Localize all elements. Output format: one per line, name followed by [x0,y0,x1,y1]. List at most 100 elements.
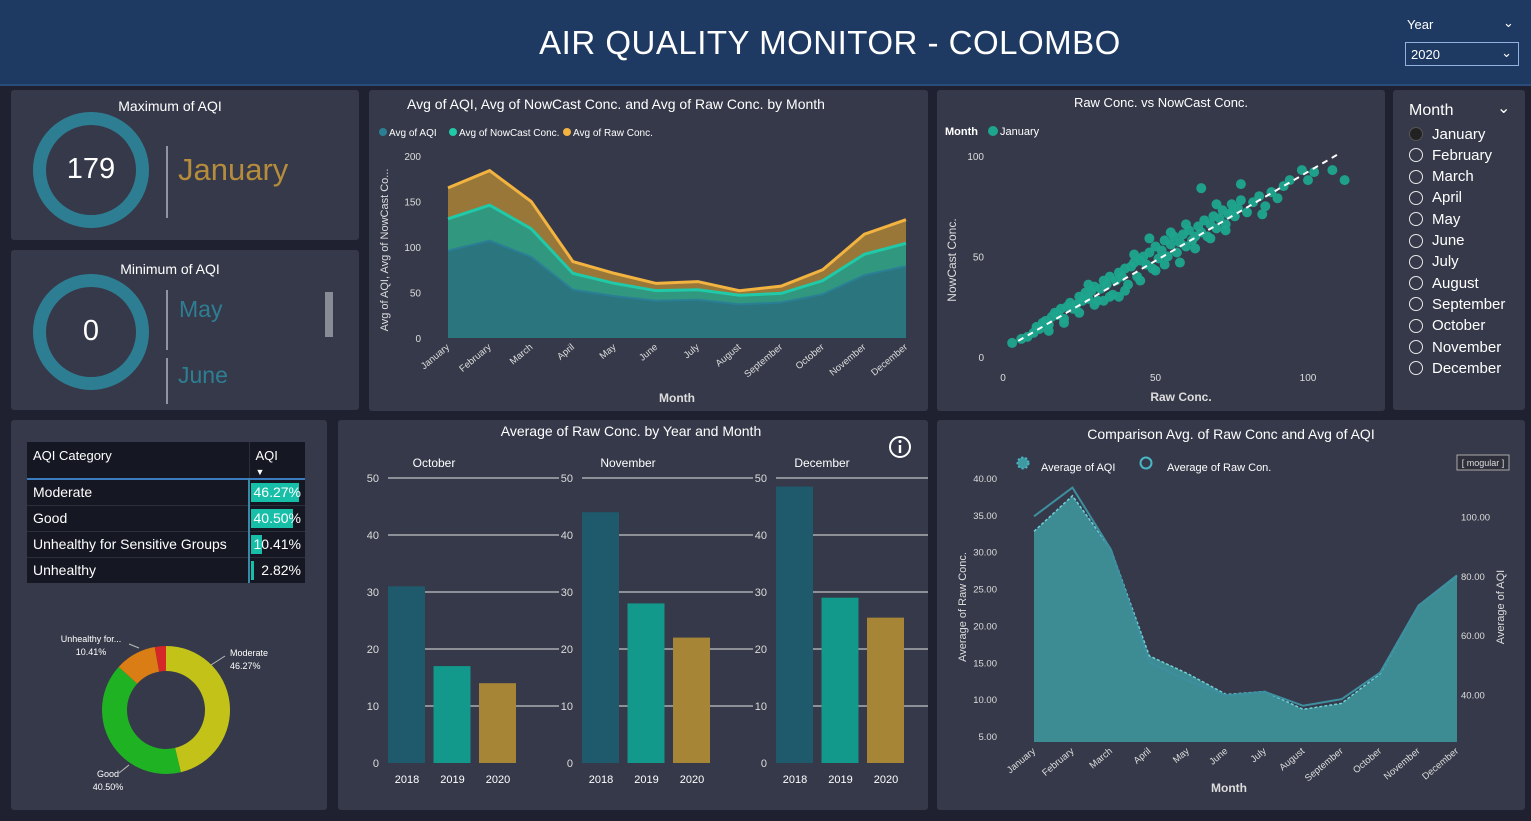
legend-entry[interactable]: Avg of AQI [389,128,437,139]
scatter-point[interactable] [1135,275,1146,286]
legend-entry[interactable]: January [1000,126,1040,138]
scatter-point[interactable] [1043,325,1054,336]
bar[interactable] [479,683,516,763]
scatter-point[interactable] [1272,193,1283,204]
radio-icon[interactable] [1409,361,1423,376]
radio-icon[interactable] [1409,297,1423,312]
series-line[interactable] [447,168,907,293]
donut-slice-1[interactable] [102,666,181,774]
legend-item-aqi[interactable]: Average of AQI [1016,456,1116,475]
scatter-point[interactable] [1113,291,1124,302]
donut-slice-2[interactable] [118,647,160,684]
scatter-point[interactable] [1211,223,1222,234]
month-option-may[interactable]: May [1409,209,1460,229]
table-row[interactable]: Unhealthy for Sensitive Groups 10.41% [27,530,305,557]
area-average-of-aqi[interactable] [1034,495,1457,742]
legend-entry[interactable]: Avg of Raw Conc. [573,128,653,139]
scatter-point[interactable] [1129,249,1140,260]
legend-entry[interactable]: Avg of NowCast Conc. [459,128,559,139]
radio-icon[interactable] [1409,254,1423,269]
donut-slice-3[interactable] [154,646,166,672]
scatter-point[interactable] [1074,307,1085,318]
bar[interactable] [867,617,904,763]
scatter-point[interactable] [1007,337,1018,348]
scatter-point[interactable] [1165,239,1176,250]
scatter-point[interactable] [1174,257,1185,268]
table-row[interactable]: Unhealthy 2.82% [27,556,305,583]
bar[interactable] [627,603,665,763]
chevron-down-icon[interactable]: ⌄ [1497,100,1511,117]
scatter-point[interactable] [1242,207,1252,218]
month-option-november[interactable]: November [1409,337,1501,357]
info-icon[interactable] [889,436,911,458]
series-line[interactable] [447,203,907,297]
legend-item-raw[interactable]: Average of Raw Con. [1139,456,1272,475]
radio-icon[interactable] [1409,340,1423,354]
scatter-point[interactable] [1220,225,1231,236]
scatter-point[interactable] [1083,279,1094,290]
series-line-raw[interactable] [1033,486,1458,707]
scatter-point[interactable] [1296,165,1307,176]
scatter-point[interactable] [1144,233,1155,244]
scatter-point[interactable] [1254,191,1265,202]
scatter-point[interactable] [1235,195,1246,206]
month-option-february[interactable]: February [1409,145,1492,165]
scatter-point[interactable] [1190,243,1201,254]
month-option-june[interactable]: June [1409,231,1465,251]
bar[interactable] [776,486,813,763]
scatter-point[interactable] [1181,219,1191,230]
series-line[interactable] [447,239,907,306]
scatter-point[interactable] [1260,201,1271,212]
radio-icon[interactable] [1409,276,1423,291]
scatter-point[interactable] [1309,167,1320,178]
scatter-point[interactable] [1205,233,1216,244]
radio-icon[interactable] [1409,190,1423,205]
radio-icon[interactable] [1409,169,1423,184]
radio-icon[interactable] [1409,212,1423,227]
scatter-point[interactable] [1196,183,1207,194]
scrollbar-thumb[interactable] [325,292,333,337]
scatter-point[interactable] [1339,175,1350,186]
bar[interactable] [821,597,859,763]
radio-icon[interactable] [1409,148,1423,163]
scatter-point[interactable] [1165,227,1176,238]
kpi-max-card[interactable]: Maximum of AQI 179 January [11,90,359,240]
month-option-january[interactable]: January [1409,124,1485,144]
scatter-point[interactable] [1159,259,1170,270]
month-option-august[interactable]: August [1409,273,1479,293]
chevron-down-icon[interactable]: ⌄ [1503,15,1514,30]
scatter-point[interactable] [1098,295,1109,306]
column-header-aqi[interactable]: AQI ▼ [248,442,305,479]
scatter-point[interactable] [1211,199,1222,210]
year-dropdown[interactable]: 2020 ⌄ [1405,42,1519,66]
bar[interactable] [388,586,425,763]
column-header-category[interactable]: AQI Category [33,448,112,463]
scatter-point[interactable] [1257,209,1268,220]
bar[interactable] [433,666,471,763]
scatter-point[interactable] [1226,207,1237,218]
radio-icon[interactable] [1409,127,1423,141]
scatter-point[interactable] [1120,285,1130,296]
month-option-september[interactable]: September [1409,294,1505,314]
table-row[interactable]: Good 40.50% [27,504,305,531]
scatter-point[interactable] [1144,247,1155,258]
scatter-point[interactable] [1171,247,1182,258]
scatter-point[interactable] [1156,245,1167,256]
donut-slice-0[interactable] [166,646,231,773]
scatter-point[interactable] [1059,317,1069,328]
scatter-point[interactable] [1235,179,1246,190]
radio-icon[interactable] [1409,233,1423,248]
scatter-point[interactable] [1327,165,1338,176]
table-row[interactable]: Moderate 46.27% [27,478,305,505]
scatter-point[interactable] [1303,175,1313,186]
radio-icon[interactable] [1409,318,1423,333]
scatter-point[interactable] [1089,299,1100,310]
month-option-july[interactable]: July [1409,252,1459,272]
scatter-point[interactable] [1101,279,1112,290]
kpi-min-card[interactable]: Minimum of AQI 0 May June [11,250,359,410]
bar[interactable] [673,637,710,763]
month-option-december[interactable]: December [1409,358,1501,378]
scatter-point[interactable] [1284,175,1295,186]
month-option-march[interactable]: March [1409,167,1474,187]
scatter-point[interactable] [1150,265,1161,276]
